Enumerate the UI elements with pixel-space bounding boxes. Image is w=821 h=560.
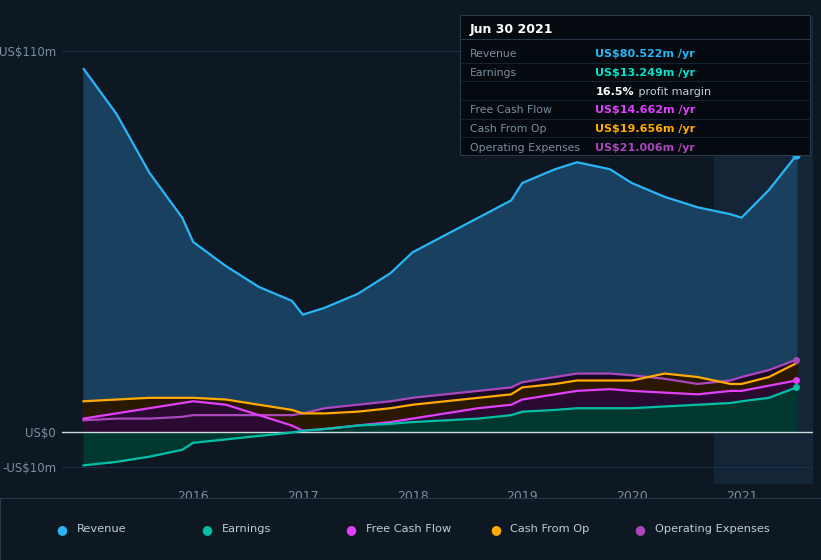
Text: Cash From Op: Cash From Op <box>470 124 546 134</box>
Text: Cash From Op: Cash From Op <box>511 524 589 534</box>
Text: Earnings: Earnings <box>470 68 517 78</box>
Text: Free Cash Flow: Free Cash Flow <box>366 524 452 534</box>
Text: US$21.006m /yr: US$21.006m /yr <box>595 143 695 152</box>
Text: Revenue: Revenue <box>77 524 126 534</box>
Text: ●: ● <box>490 522 501 536</box>
Text: ●: ● <box>635 522 645 536</box>
Text: ●: ● <box>57 522 67 536</box>
Text: US$19.656m /yr: US$19.656m /yr <box>595 124 695 134</box>
Text: Operating Expenses: Operating Expenses <box>655 524 770 534</box>
Text: Free Cash Flow: Free Cash Flow <box>470 105 552 115</box>
Bar <box>714 17 813 484</box>
Text: profit margin: profit margin <box>635 87 711 96</box>
Text: Jun 30 2021: Jun 30 2021 <box>470 22 553 35</box>
Text: US$13.249m /yr: US$13.249m /yr <box>595 68 695 78</box>
Text: US$80.522m /yr: US$80.522m /yr <box>595 49 695 59</box>
Text: Operating Expenses: Operating Expenses <box>470 143 580 152</box>
Text: ●: ● <box>201 522 212 536</box>
Text: ●: ● <box>346 522 356 536</box>
Text: 16.5%: 16.5% <box>595 87 634 96</box>
Text: Earnings: Earnings <box>222 524 271 534</box>
Text: US$14.662m /yr: US$14.662m /yr <box>595 105 696 115</box>
Text: Revenue: Revenue <box>470 49 517 59</box>
